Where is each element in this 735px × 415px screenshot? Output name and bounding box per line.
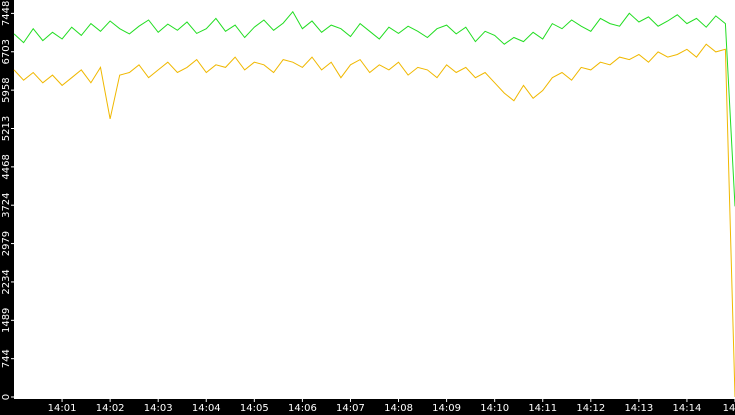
x-tick-label: 14 (723, 403, 735, 414)
y-tick-label: 744 (1, 349, 12, 368)
x-tick-label: 14:10 (480, 403, 509, 414)
y-axis-bar (0, 0, 14, 415)
x-tick-label: 14:13 (624, 403, 653, 414)
series-line (13, 43, 735, 398)
y-tick-label: 7448 (1, 1, 12, 26)
y-tick-label: 5958 (1, 77, 12, 102)
y-tick-label: 6703 (1, 39, 12, 64)
x-tick-label: 14:12 (576, 403, 605, 414)
x-tick-label: 14:09 (432, 403, 461, 414)
x-tick-label: 14:03 (144, 403, 173, 414)
x-tick-label: 14:05 (240, 403, 269, 414)
x-tick-label: 14:08 (384, 403, 413, 414)
y-tick-label: 0 (1, 394, 12, 400)
x-tick-label: 14:02 (96, 403, 125, 414)
y-tick-label: 4468 (1, 154, 12, 179)
x-tick-label: 14:06 (288, 403, 317, 414)
x-tick-label: 14:07 (336, 403, 365, 414)
y-tick-label: 2234 (1, 269, 12, 294)
x-tick-label: 14:01 (48, 403, 77, 414)
x-tick-label: 14:04 (192, 403, 221, 414)
x-axis-bar (0, 399, 735, 415)
y-tick-label: 5213 (1, 116, 12, 141)
series-line (13, 10, 735, 207)
x-tick-label: 14:14 (673, 403, 702, 414)
y-tick-label: 2979 (1, 231, 12, 256)
x-tick-label: 14:11 (528, 403, 557, 414)
y-tick-label: 3724 (1, 192, 12, 217)
y-tick-label: 1489 (1, 308, 12, 333)
